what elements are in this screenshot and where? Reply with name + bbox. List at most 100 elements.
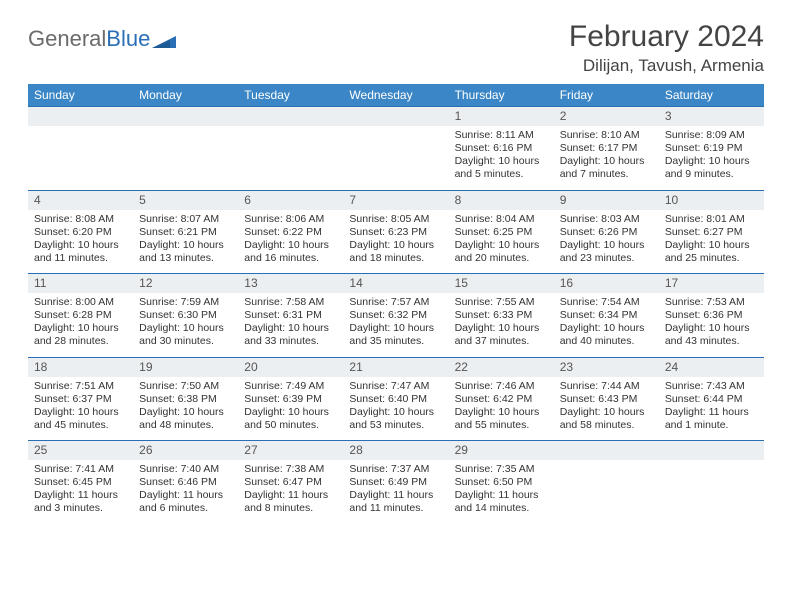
day-cell-line: Sunrise: 7:55 AM — [455, 296, 548, 309]
day-cell: Sunrise: 7:40 AMSunset: 6:46 PMDaylight:… — [133, 460, 238, 522]
day-cell-line: Sunset: 6:19 PM — [665, 142, 758, 155]
weekday-header: Wednesday — [343, 84, 448, 107]
day-number: 13 — [238, 274, 343, 294]
logo-icon — [152, 30, 176, 48]
day-cell-line: Daylight: 10 hours and 45 minutes. — [34, 406, 127, 432]
day-cell-line: Sunrise: 7:47 AM — [349, 380, 442, 393]
day-number — [133, 107, 238, 127]
day-cell-line: Sunset: 6:27 PM — [665, 226, 758, 239]
day-number: 6 — [238, 190, 343, 210]
day-number: 10 — [659, 190, 764, 210]
day-number: 19 — [133, 357, 238, 377]
day-number: 20 — [238, 357, 343, 377]
day-number-row: 11121314151617 — [28, 274, 764, 294]
day-number — [659, 441, 764, 461]
day-cell-line: Sunset: 6:33 PM — [455, 309, 548, 322]
day-cell — [133, 126, 238, 190]
day-cell: Sunrise: 7:41 AMSunset: 6:45 PMDaylight:… — [28, 460, 133, 522]
day-cell-line: Sunrise: 7:43 AM — [665, 380, 758, 393]
day-cell-line: Sunrise: 7:44 AM — [560, 380, 653, 393]
day-cell-line: Sunset: 6:28 PM — [34, 309, 127, 322]
day-cell-line: Sunrise: 7:54 AM — [560, 296, 653, 309]
day-cell: Sunrise: 7:46 AMSunset: 6:42 PMDaylight:… — [449, 377, 554, 441]
day-cell-line: Sunrise: 8:05 AM — [349, 213, 442, 226]
day-cell-line: Sunset: 6:38 PM — [139, 393, 232, 406]
day-cell — [238, 126, 343, 190]
weekday-header: Friday — [554, 84, 659, 107]
day-cell: Sunrise: 8:09 AMSunset: 6:19 PMDaylight:… — [659, 126, 764, 190]
day-cell-line: Sunrise: 7:59 AM — [139, 296, 232, 309]
day-cell-line: Sunrise: 7:49 AM — [244, 380, 337, 393]
day-cell-line: Sunrise: 7:58 AM — [244, 296, 337, 309]
day-cell-line: Sunset: 6:44 PM — [665, 393, 758, 406]
location: Dilijan, Tavush, Armenia — [569, 56, 764, 76]
day-cell: Sunrise: 8:04 AMSunset: 6:25 PMDaylight:… — [449, 210, 554, 274]
day-cell-line: Daylight: 10 hours and 18 minutes. — [349, 239, 442, 265]
day-cell: Sunrise: 7:53 AMSunset: 6:36 PMDaylight:… — [659, 293, 764, 357]
weekday-header: Monday — [133, 84, 238, 107]
day-cell-line: Daylight: 10 hours and 43 minutes. — [665, 322, 758, 348]
day-cell-line: Daylight: 10 hours and 11 minutes. — [34, 239, 127, 265]
day-cell-line: Sunrise: 7:41 AM — [34, 463, 127, 476]
day-cell: Sunrise: 7:44 AMSunset: 6:43 PMDaylight:… — [554, 377, 659, 441]
day-cell-line: Sunset: 6:30 PM — [139, 309, 232, 322]
day-number: 22 — [449, 357, 554, 377]
day-cell-line: Daylight: 10 hours and 9 minutes. — [665, 155, 758, 181]
day-cell-line: Sunrise: 8:11 AM — [455, 129, 548, 142]
weekday-header: Tuesday — [238, 84, 343, 107]
day-cell-line: Daylight: 10 hours and 30 minutes. — [139, 322, 232, 348]
day-cell: Sunrise: 8:01 AMSunset: 6:27 PMDaylight:… — [659, 210, 764, 274]
day-content-row: Sunrise: 8:00 AMSunset: 6:28 PM Daylight:… — [28, 293, 764, 357]
day-cell-line: Daylight: 11 hours and 11 minutes. — [349, 489, 442, 515]
day-cell — [343, 126, 448, 190]
day-cell-line: Sunrise: 8:10 AM — [560, 129, 653, 142]
day-cell-line: Sunset: 6:46 PM — [139, 476, 232, 489]
day-cell-line: Sunrise: 8:01 AM — [665, 213, 758, 226]
day-number — [343, 107, 448, 127]
day-cell: Sunrise: 7:59 AMSunset: 6:30 PMDaylight:… — [133, 293, 238, 357]
day-number: 17 — [659, 274, 764, 294]
day-cell-line: Sunset: 6:40 PM — [349, 393, 442, 406]
day-cell-line: Sunrise: 8:04 AM — [455, 213, 548, 226]
day-cell-line: Sunset: 6:50 PM — [455, 476, 548, 489]
day-cell: Sunrise: 7:49 AMSunset: 6:39 PMDaylight:… — [238, 377, 343, 441]
day-cell-line: Sunset: 6:26 PM — [560, 226, 653, 239]
day-cell: Sunrise: 7:54 AMSunset: 6:34 PMDaylight:… — [554, 293, 659, 357]
day-cell: Sunrise: 7:47 AMSunset: 6:40 PMDaylight:… — [343, 377, 448, 441]
day-cell-line: Sunset: 6:39 PM — [244, 393, 337, 406]
day-cell-line: Daylight: 11 hours and 1 minute. — [665, 406, 758, 432]
day-number: 7 — [343, 190, 448, 210]
day-cell-line: Sunrise: 7:57 AM — [349, 296, 442, 309]
day-number: 24 — [659, 357, 764, 377]
day-number: 28 — [343, 441, 448, 461]
day-cell-line: Sunrise: 8:03 AM — [560, 213, 653, 226]
day-number — [554, 441, 659, 461]
day-cell-line: Daylight: 10 hours and 20 minutes. — [455, 239, 548, 265]
day-cell-line: Daylight: 10 hours and 48 minutes. — [139, 406, 232, 432]
day-cell-line: Sunrise: 7:40 AM — [139, 463, 232, 476]
day-cell-line: Sunset: 6:49 PM — [349, 476, 442, 489]
day-cell-line: Sunset: 6:20 PM — [34, 226, 127, 239]
day-cell: Sunrise: 7:55 AMSunset: 6:33 PMDaylight:… — [449, 293, 554, 357]
day-cell: Sunrise: 8:07 AMSunset: 6:21 PMDaylight:… — [133, 210, 238, 274]
day-number-row: 18192021222324 — [28, 357, 764, 377]
day-cell-line: Sunrise: 8:00 AM — [34, 296, 127, 309]
day-cell-line: Daylight: 11 hours and 6 minutes. — [139, 489, 232, 515]
day-number-row: 2526272829 — [28, 441, 764, 461]
day-number: 16 — [554, 274, 659, 294]
day-cell — [659, 460, 764, 522]
day-number — [28, 107, 133, 127]
day-number-row: 45678910 — [28, 190, 764, 210]
day-number: 1 — [449, 107, 554, 127]
day-cell-line: Daylight: 10 hours and 16 minutes. — [244, 239, 337, 265]
day-number: 8 — [449, 190, 554, 210]
day-cell: Sunrise: 8:08 AMSunset: 6:20 PMDaylight:… — [28, 210, 133, 274]
day-cell-line: Sunset: 6:23 PM — [349, 226, 442, 239]
day-cell: Sunrise: 7:35 AMSunset: 6:50 PMDaylight:… — [449, 460, 554, 522]
day-cell: Sunrise: 8:05 AMSunset: 6:23 PMDaylight:… — [343, 210, 448, 274]
day-cell-line: Sunrise: 7:46 AM — [455, 380, 548, 393]
day-number — [238, 107, 343, 127]
day-cell: Sunrise: 7:38 AMSunset: 6:47 PMDaylight:… — [238, 460, 343, 522]
day-cell-line: Sunrise: 7:51 AM — [34, 380, 127, 393]
day-cell-line: Sunrise: 7:38 AM — [244, 463, 337, 476]
